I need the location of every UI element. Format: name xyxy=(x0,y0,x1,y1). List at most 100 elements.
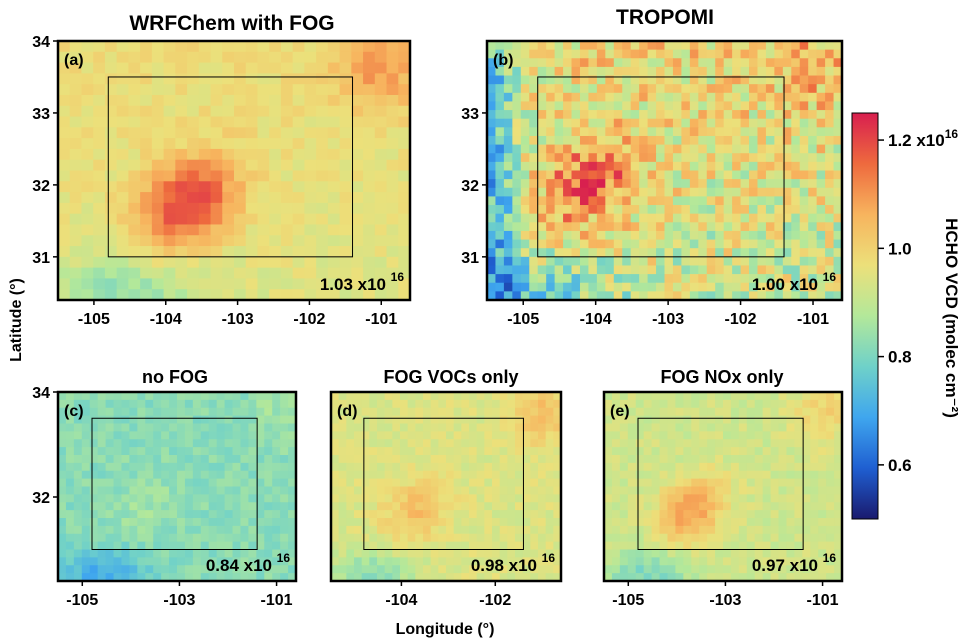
heatmap-cell xyxy=(461,447,470,456)
heatmap-cell xyxy=(487,127,497,137)
heatmap-cell xyxy=(627,510,637,519)
heatmap-cell xyxy=(553,541,561,551)
heatmap-cell xyxy=(129,502,138,511)
heatmap-cell xyxy=(461,565,470,574)
heatmap-cell xyxy=(264,557,273,566)
heatmap-cell xyxy=(240,478,249,488)
heatmap-cell xyxy=(272,470,281,480)
heatmap-cell xyxy=(622,135,632,146)
heatmap-cell xyxy=(810,423,819,432)
heatmap-cell xyxy=(384,525,393,535)
heatmap-cell xyxy=(672,291,682,300)
heatmap-cell xyxy=(503,41,513,51)
heatmap-cell xyxy=(553,423,561,432)
heatmap-cell xyxy=(520,144,530,154)
heatmap-cell xyxy=(93,84,106,96)
heatmap-cell xyxy=(538,557,547,566)
heatmap-cell xyxy=(280,267,294,280)
heatmap-cell xyxy=(58,549,67,558)
heatmap-cell xyxy=(604,407,613,417)
heatmap-cell xyxy=(757,75,767,85)
heatmap-cell xyxy=(256,455,265,464)
heatmap-cell xyxy=(749,265,759,275)
heatmap-cell xyxy=(802,439,811,448)
heatmap-cell xyxy=(331,549,340,558)
heatmap-cell xyxy=(834,573,842,581)
heatmap-cell xyxy=(415,439,424,448)
heatmap-cell xyxy=(651,423,661,432)
heatmap-cell xyxy=(222,41,235,53)
heatmap-cell xyxy=(407,478,416,488)
heatmap-cell xyxy=(635,541,645,551)
heatmap-cell xyxy=(515,565,524,574)
heatmap-cell xyxy=(520,205,530,215)
heatmap-cell xyxy=(630,213,640,223)
heatmap-cell xyxy=(515,502,524,511)
heatmap-cell xyxy=(691,447,700,456)
heatmap-cell xyxy=(327,116,341,128)
heatmap-cell xyxy=(327,267,341,280)
heatmap-cell xyxy=(175,84,188,96)
heatmap-cell xyxy=(476,486,485,495)
heatmap-cell xyxy=(765,291,775,300)
heatmap-cell xyxy=(715,423,724,432)
heatmap-cell xyxy=(492,573,501,581)
heatmap-cell xyxy=(161,415,170,425)
heatmap-cell xyxy=(588,291,598,300)
heatmap-cell xyxy=(723,92,733,103)
heatmap-cell xyxy=(826,557,835,566)
heatmap-cell xyxy=(392,525,401,535)
heatmap-cell xyxy=(818,470,827,480)
heatmap-cell xyxy=(175,202,188,215)
heatmap-cell xyxy=(392,399,401,409)
heatmap-cell xyxy=(484,557,493,566)
heatmap-cell xyxy=(604,494,613,503)
heatmap-cell xyxy=(754,447,764,456)
heatmap-cell xyxy=(377,565,386,574)
heatmap-cell xyxy=(257,127,270,139)
heatmap-cell xyxy=(643,462,653,472)
heatmap-cell xyxy=(346,486,355,495)
heatmap-cell xyxy=(140,256,153,269)
heatmap-cell xyxy=(257,41,270,53)
heatmap-cell xyxy=(545,470,554,480)
heatmap-cell xyxy=(639,248,649,258)
heatmap-cell xyxy=(386,170,399,182)
heatmap-cell xyxy=(184,573,194,581)
heatmap-cell xyxy=(105,439,115,448)
heatmap-cell xyxy=(169,518,178,527)
heatmap-cell xyxy=(374,170,388,182)
heatmap-cell xyxy=(730,525,740,535)
heatmap-cell xyxy=(245,41,259,53)
heatmap-cell xyxy=(675,478,684,488)
heatmap-cell xyxy=(316,170,329,182)
heatmap-cell xyxy=(723,470,732,480)
heatmap-cell xyxy=(706,239,716,249)
heatmap-cell xyxy=(630,291,640,300)
heatmap-cell xyxy=(407,502,416,511)
heatmap-cell xyxy=(664,144,674,154)
heatmap-cell xyxy=(698,213,708,223)
heatmap-cell xyxy=(73,549,83,558)
heatmap-cell xyxy=(487,265,497,275)
heatmap-cell xyxy=(520,58,530,68)
heatmap-cell xyxy=(723,274,733,284)
heatmap-cell xyxy=(664,58,674,68)
heatmap-cell xyxy=(316,181,329,193)
heatmap-cell xyxy=(707,478,716,488)
heatmap-cell xyxy=(507,399,516,409)
heatmap-cell xyxy=(140,73,153,85)
heatmap-cell xyxy=(681,144,691,154)
heatmap-cell xyxy=(361,439,370,448)
y-tick-label: 33 xyxy=(461,106,479,123)
heatmap-cell xyxy=(794,533,803,543)
heatmap-cell xyxy=(698,66,708,77)
heatmap-cell xyxy=(137,431,146,440)
heatmap-cell xyxy=(93,73,106,85)
heatmap-cell xyxy=(292,127,305,139)
heatmap-cell xyxy=(200,407,210,417)
heatmap-cell xyxy=(386,289,399,300)
heatmap-cell xyxy=(563,170,573,180)
heatmap-cell xyxy=(113,407,123,417)
heatmap-cell xyxy=(757,161,767,172)
